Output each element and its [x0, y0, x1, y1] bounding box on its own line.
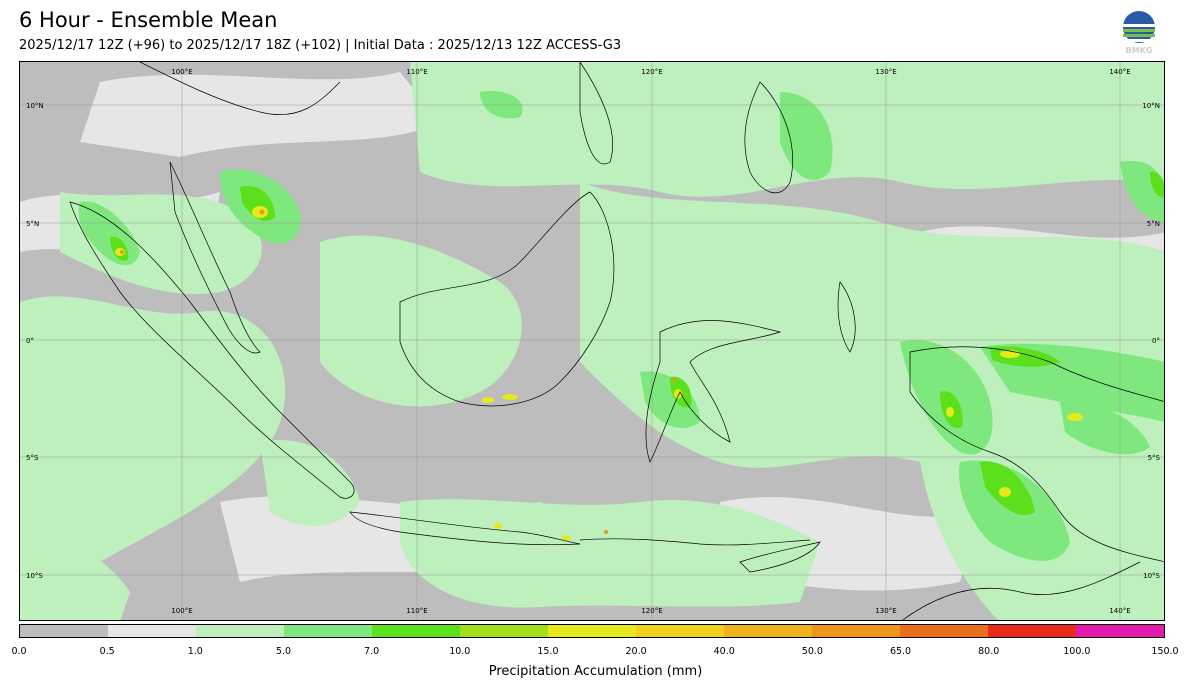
graticule — [20, 62, 1164, 620]
lon-label-bottom: 100°E — [171, 607, 192, 615]
lon-label-bottom: 130°E — [875, 607, 896, 615]
lat-label-right: 0° — [1152, 337, 1160, 345]
colorbar-tick-label: 7.0 — [364, 646, 380, 657]
colorbar-tick-label: 50.0 — [801, 646, 823, 657]
colorbar-segment — [724, 625, 812, 637]
colorbar-segment — [988, 625, 1076, 637]
coastlines — [69, 62, 1164, 620]
colorbar-segment — [284, 625, 372, 637]
colorbar-tick-label: 0.0 — [11, 646, 27, 657]
colorbar-tick-label: 15.0 — [537, 646, 559, 657]
colorbar — [19, 624, 1165, 638]
bmkg-logo: BMKG — [1120, 10, 1158, 56]
lon-label-top: 120°E — [641, 68, 662, 76]
lat-label-left: 5°N — [26, 220, 39, 228]
lat-label-left: 10°N — [26, 102, 44, 110]
colorbar-tick-label: 150.0 — [1151, 646, 1179, 657]
colorbar-ticks: 0.0 0.5 1.0 5.0 7.0 10.0 15.0 20.0 40.0 50.0 65.0 8… — [11, 646, 1178, 658]
colorbar-segment — [900, 625, 988, 637]
colorbar-segment — [108, 625, 196, 637]
colorbar-segment — [636, 625, 724, 637]
lon-label-top: 100°E — [171, 68, 192, 76]
colorbar-segment — [372, 625, 460, 637]
lat-label-left: 5°S — [26, 454, 39, 462]
lat-label-left: 10°S — [26, 572, 43, 580]
colorbar-label: Precipitation Accumulation (mm) — [488, 664, 703, 679]
lat-labels-left: 10°N 5°N 0° 5°S 10°S — [26, 102, 44, 580]
colorbar-segment — [812, 625, 900, 637]
colorbar-tick-label: 0.5 — [99, 646, 115, 657]
precipitation-map: 100°E 110°E 120°E 130°E 140°E 100°E 110°… — [19, 61, 1165, 621]
colorbar-segment — [460, 625, 548, 637]
lon-label-bottom: 140°E — [1109, 607, 1130, 615]
colorbar-segment — [20, 625, 108, 637]
lat-label-right: 5°N — [1147, 220, 1160, 228]
chart-title: 6 Hour - Ensemble Mean — [19, 8, 278, 32]
chart-subtitle: 2025/12/17 12Z (+96) to 2025/12/17 18Z (… — [19, 38, 622, 53]
colorbar-tick-label: 5.0 — [275, 646, 292, 657]
colorbar-tick-label: 65.0 — [889, 646, 912, 657]
colorbar-segment — [196, 625, 284, 637]
lat-label-right: 10°S — [1143, 572, 1160, 580]
colorbar-tick-label: 1.0 — [187, 646, 203, 657]
logo-globe-icon — [1123, 11, 1155, 43]
colorbar-tick-label: 20.0 — [625, 646, 647, 657]
precip-band-40-0 — [120, 209, 676, 534]
lat-labels-right: 10°N 5°N 0° 5°S 10°S — [1142, 102, 1160, 580]
lon-label-bottom: 120°E — [641, 607, 662, 615]
lon-label-bottom: 110°E — [406, 607, 427, 615]
colorbar-tick-label: 40.0 — [713, 646, 735, 657]
lon-label-top: 130°E — [875, 68, 896, 76]
lat-label-left: 0° — [26, 337, 34, 345]
lon-labels-bottom: 100°E 110°E 120°E 130°E 140°E — [171, 607, 1130, 615]
lon-label-top: 140°E — [1109, 68, 1130, 76]
logo-text: BMKG — [1125, 46, 1153, 55]
colorbar-tick-label: 10.0 — [449, 646, 471, 657]
colorbar-tick-label: 100.0 — [1063, 646, 1091, 657]
colorbar-segment — [1076, 625, 1164, 637]
lon-labels-top: 100°E 110°E 120°E 130°E 140°E — [171, 68, 1130, 76]
colorbar-tick-label: 80.0 — [978, 646, 1000, 657]
colorbar-segment — [548, 625, 636, 637]
lat-label-right: 10°N — [1142, 102, 1160, 110]
lon-label-top: 110°E — [406, 68, 427, 76]
lat-label-right: 5°S — [1148, 454, 1161, 462]
map-canvas: 100°E 110°E 120°E 130°E 140°E 100°E 110°… — [20, 62, 1164, 620]
